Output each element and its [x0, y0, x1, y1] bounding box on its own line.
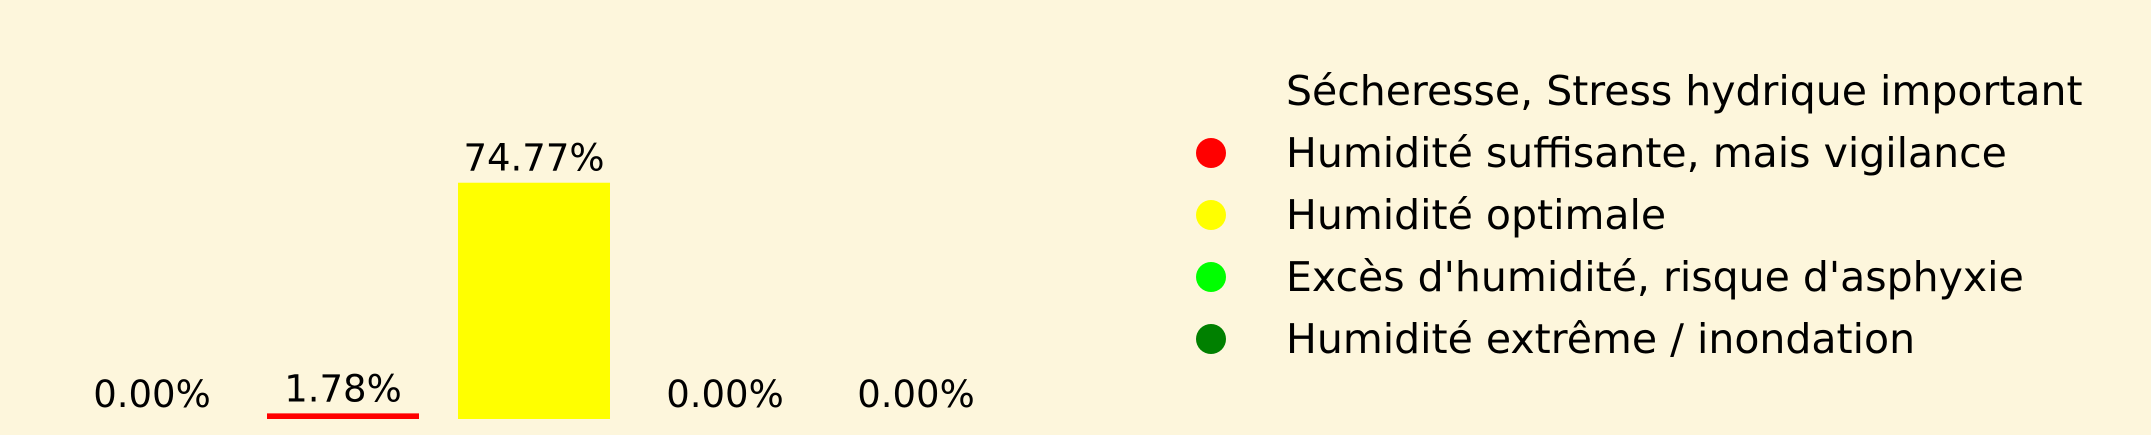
legend-label-4: Excès d'humidité, risque d'asphyxie — [1286, 253, 2024, 301]
legend-marker-4 — [1196, 262, 1226, 292]
legend-marker-3 — [1196, 200, 1226, 230]
legend-marker-5 — [1196, 324, 1226, 354]
legend-label-2: Humidité suffisante, mais vigilance — [1286, 129, 2007, 177]
bars-group — [267, 182, 610, 419]
bar-value-label-1: 0.00% — [93, 373, 211, 416]
bar-3 — [458, 182, 610, 419]
bar-value-label-2: 1.78% — [284, 367, 402, 410]
bar-value-label-3: 74.77% — [463, 137, 604, 180]
legend-label-5: Humidité extrême / inondation — [1286, 315, 1915, 363]
legend-marker-1 — [1196, 76, 1226, 106]
legend-marker-2 — [1196, 138, 1226, 168]
legend: Sécheresse, Stress hydrique important Hum… — [1196, 67, 2083, 363]
bar-2 — [267, 413, 419, 419]
bar-value-label-4: 0.00% — [666, 373, 784, 416]
legend-label-3: Humidité optimale — [1286, 191, 1666, 239]
bar-value-label-5: 0.00% — [857, 373, 975, 416]
bar-value-labels: 0.00% 1.78% 74.77% 0.00% 0.00% — [93, 137, 975, 416]
legend-label-1: Sécheresse, Stress hydrique important — [1286, 67, 2083, 115]
